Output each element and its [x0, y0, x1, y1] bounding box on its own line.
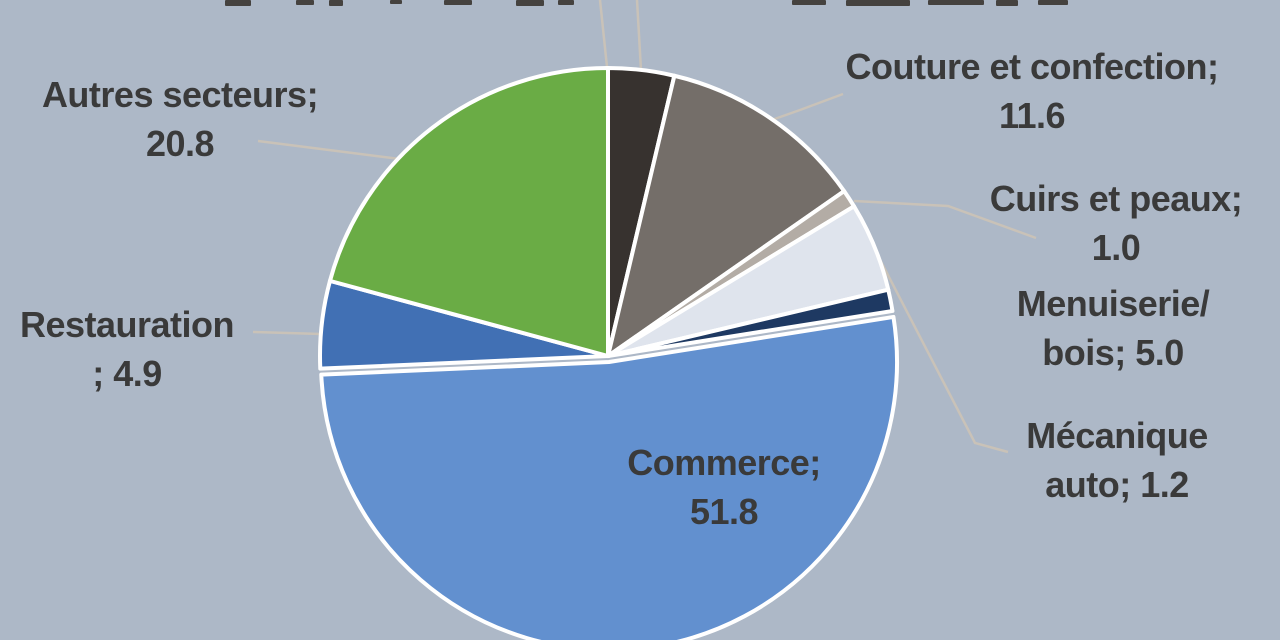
pie-slice-m-canique-auto — [606, 287, 895, 358]
label-menuiserie-bois-line-2: bois; 5.0 — [1042, 332, 1184, 373]
leader-autres-secteurs — [257, 139, 401, 161]
cutoff-text-fragment — [296, 0, 314, 5]
cutoff-text-fragment — [846, 0, 910, 6]
cutoff-text-fragment — [792, 0, 826, 5]
pie-slice-commerce — [319, 314, 899, 640]
leader-cutoff-label-2 — [635, 0, 643, 71]
cutoff-text-fragment — [329, 0, 343, 6]
label-commerce-line-1: Commerce; — [627, 442, 821, 483]
leader-mecanique — [874, 251, 1009, 454]
label-couture-et-confection-line-2: 11.6 — [998, 95, 1066, 136]
label-autres-secteurs-line-1: Autres secteurs; — [41, 74, 319, 115]
label-restauration-line-1: Restauration — [19, 304, 235, 345]
leader-cutoff-label-1 — [598, 0, 609, 68]
label-couture-et-confection: Couture et confection; 11.6 — [845, 42, 1220, 140]
label-menuiserie-bois: Menuiserie/bois; 5.0 — [1017, 279, 1210, 377]
label-commerce-line-2: 51.8 — [689, 491, 759, 532]
label-cuirs-et-peaux: Cuirs et peaux; 1.0 — [990, 174, 1243, 272]
cutoff-text-fragment — [444, 0, 472, 5]
label-autres-secteurs-line-2: 20.8 — [145, 123, 215, 164]
label-menuiserie-bois-line-1: Menuiserie/ — [1016, 283, 1210, 324]
cutoff-text-fragment — [1038, 0, 1068, 5]
leader-couture — [765, 92, 844, 124]
cutoff-text-fragment — [996, 0, 1018, 6]
cutoff-text-fragment — [225, 0, 251, 6]
pie-slice-couture-et-confection — [606, 73, 847, 358]
cutoff-text-fragment — [928, 0, 984, 5]
leader-cuirs — [853, 199, 1037, 240]
leader-restauration — [252, 330, 322, 336]
cutoff-text-fragment — [390, 0, 402, 4]
label-restauration: Restauration ; 4.9 — [19, 300, 235, 398]
cutoff-text-fragment — [516, 0, 544, 6]
cutoff-text-fragment — [558, 0, 574, 5]
label-mecanique-auto: Mécanique auto; 1.2 — [1026, 411, 1208, 509]
pie-slice-autres-secteurs — [327, 66, 610, 358]
label-cuirs-et-peaux-line-2: 1.0 — [1091, 227, 1141, 268]
label-mecanique-auto-line-2: auto; 1.2 — [1045, 464, 1189, 505]
label-commerce: Commerce; 51.8 — [627, 438, 821, 536]
label-autres-secteurs: Autres secteurs; 20.8 — [41, 70, 319, 168]
label-couture-et-confection-line-1: Couture et confection; — [845, 46, 1220, 87]
label-mecanique-auto-line-1: Mécanique — [1026, 415, 1208, 456]
label-restauration-line-2: ; 4.9 — [92, 353, 162, 394]
label-cuirs-et-peaux-line-1: Cuirs et peaux; — [989, 178, 1243, 219]
